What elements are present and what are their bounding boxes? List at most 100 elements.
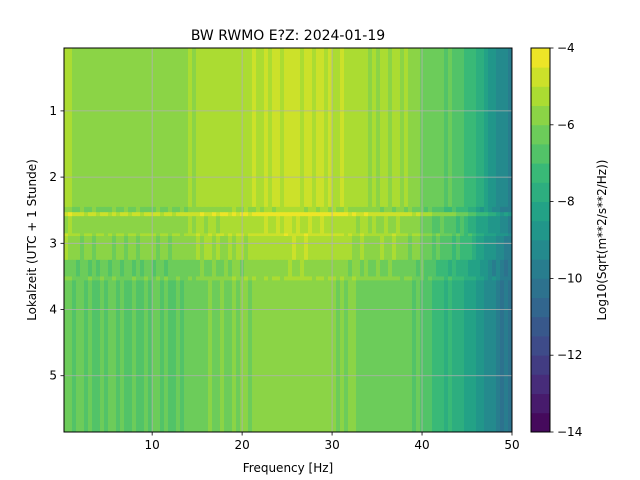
heatmap-cell — [220, 212, 225, 217]
heatmap-cell — [368, 216, 373, 234]
heatmap-cell — [176, 276, 181, 281]
heatmap-cell — [96, 233, 101, 237]
heatmap-cell — [316, 48, 321, 208]
heatmap-cell — [480, 233, 485, 237]
heatmap-cell — [456, 48, 461, 208]
heatmap-cell — [308, 48, 313, 208]
plot-area — [63, 47, 513, 433]
heatmap-cell — [300, 280, 305, 433]
heatmap-cell — [284, 233, 289, 237]
heatmap-cell — [112, 206, 117, 213]
heatmap-cell — [384, 259, 389, 277]
heatmap-cell — [340, 259, 345, 277]
heatmap-cell — [472, 206, 477, 213]
heatmap-cell — [84, 259, 89, 277]
colorbar-label: Log10(Sqrt(m**2/s**2/Hz)) — [595, 160, 609, 321]
heatmap-cell — [88, 233, 93, 237]
heatmap-cell — [220, 48, 225, 208]
heatmap-cell — [384, 276, 389, 281]
heatmap-cell — [84, 280, 89, 433]
heatmap-cell — [396, 216, 401, 234]
heatmap-cell — [372, 236, 377, 261]
heatmap-cell — [496, 236, 501, 261]
heatmap-cell — [368, 206, 373, 213]
heatmap-cell — [256, 259, 261, 277]
heatmap-cell — [256, 236, 261, 261]
heatmap-cell — [92, 236, 97, 261]
heatmap-cell — [364, 212, 369, 217]
heatmap-cell — [300, 212, 305, 217]
heatmap-cell — [448, 216, 453, 234]
heatmap-cell — [476, 206, 481, 213]
heatmap-cell — [184, 259, 189, 277]
heatmap-cell — [372, 216, 377, 234]
heatmap-cell — [348, 276, 353, 281]
heatmap-cell — [268, 233, 273, 237]
heatmap-cell — [436, 236, 441, 261]
heatmap-cell — [124, 276, 129, 281]
heatmap-cell — [108, 233, 113, 237]
heatmap-cell — [196, 212, 201, 217]
heatmap-cell — [292, 259, 297, 277]
heatmap-cell — [88, 259, 93, 277]
x-axis: 10 20 30 40 50 — [145, 432, 520, 452]
heatmap-cell — [284, 206, 289, 213]
heatmap-cell — [248, 216, 253, 234]
colorbar: −14 −12 −10 −8 −6 −4 Log10(Sqrt(m**2/s**2/Hz)… — [530, 41, 609, 439]
heatmap-cell — [412, 233, 417, 237]
heatmap-cell — [484, 259, 489, 277]
heatmap-cell — [452, 212, 457, 217]
colorbar-swatch — [531, 48, 550, 68]
heatmap-cell — [408, 216, 413, 234]
heatmap-cell — [160, 236, 165, 261]
heatmap-cell — [136, 212, 141, 217]
heatmap-cell — [228, 206, 233, 213]
heatmap-cell — [136, 276, 141, 281]
heatmap-cell — [480, 236, 485, 261]
heatmap-cell — [288, 48, 293, 208]
heatmap-cell — [404, 280, 409, 433]
heatmap-cell — [160, 216, 165, 234]
heatmap-cell — [160, 276, 165, 281]
heatmap-cell — [336, 212, 341, 217]
heatmap-cell — [80, 259, 85, 277]
heatmap-cell — [484, 280, 489, 433]
heatmap-cell — [188, 216, 193, 234]
heatmap-cell — [220, 216, 225, 234]
heatmap-cell — [436, 216, 441, 234]
colorbar-swatch — [531, 144, 550, 164]
heatmap-cell — [268, 206, 273, 213]
heatmap-cell — [392, 48, 397, 208]
heatmap-cell — [500, 48, 505, 208]
heatmap-cell — [312, 233, 317, 237]
heatmap-cell — [244, 276, 249, 281]
heatmap-cell — [308, 236, 313, 261]
heatmap-cell — [280, 259, 285, 277]
heatmap-cell — [252, 233, 257, 237]
heatmap-cell — [480, 216, 485, 234]
heatmap-cell — [284, 236, 289, 261]
heatmap-cell — [416, 212, 421, 217]
heatmap-cell — [172, 206, 177, 213]
heatmap-cell — [440, 48, 445, 208]
heatmap-cell — [68, 48, 73, 208]
heatmap-cell — [180, 236, 185, 261]
heatmap-cell — [156, 259, 161, 277]
heatmap-cell — [416, 233, 421, 237]
heatmap-cell — [408, 206, 413, 213]
heatmap-cell — [260, 233, 265, 237]
heatmap-cell — [484, 212, 489, 217]
heatmap-cell — [496, 276, 501, 281]
heatmap-cell — [236, 236, 241, 261]
heatmap-cell — [228, 259, 233, 277]
heatmap-cell — [376, 212, 381, 217]
heatmap-cell — [64, 259, 69, 277]
heatmap-cell — [468, 280, 473, 433]
heatmap-cell — [292, 212, 297, 217]
heatmap-cell — [144, 280, 149, 433]
heatmap-cell — [232, 206, 237, 213]
heatmap-cell — [436, 206, 441, 213]
heatmap-cell — [508, 216, 513, 234]
heatmap-cell — [400, 212, 405, 217]
heatmap-cell — [316, 233, 321, 237]
